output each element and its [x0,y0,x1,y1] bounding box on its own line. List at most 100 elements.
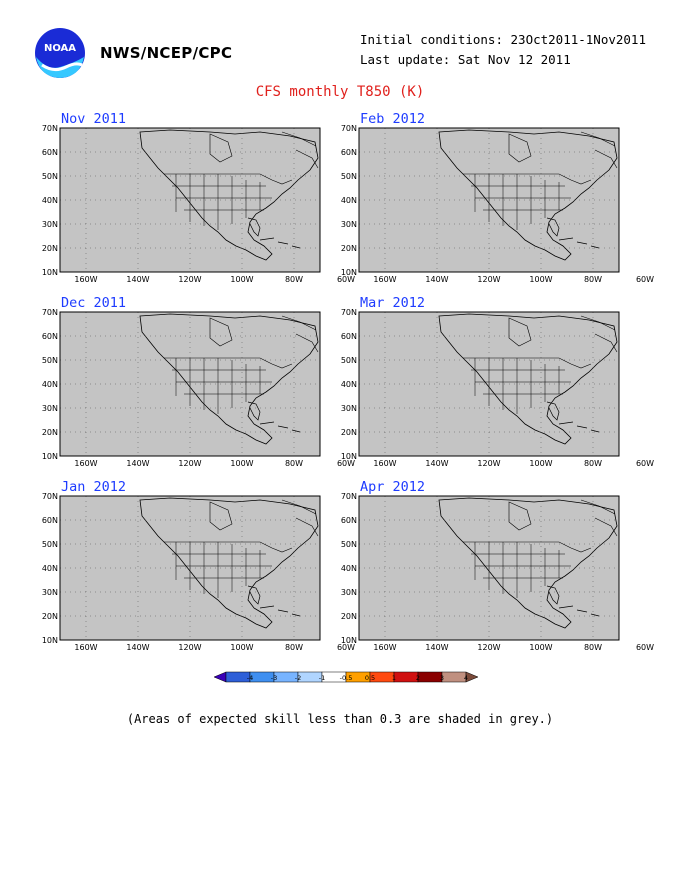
lat-label: 10N [42,452,58,461]
lat-label: 50N [341,540,357,549]
lon-label: 140W [126,275,149,284]
logo-text: NOAA [44,43,76,54]
panel-title-nov-2011: Nov 2011 [61,111,127,127]
lat-label: 10N [341,636,357,645]
lon-label: 140W [425,275,448,284]
lon-label: 100W [529,459,552,468]
lon-label: 80W [285,643,303,652]
colorbar-swatch [441,671,467,683]
lat-label: 50N [341,356,357,365]
lon-label: 80W [584,275,602,284]
lat-label: 20N [42,428,58,437]
colorbar-label: 4 [464,674,468,682]
lat-label: 70N [341,492,357,501]
map-apr-2012 [358,495,620,641]
initial-conditions: Initial conditions: 23Oct2011-1Nov2011 [360,32,646,47]
lat-label: 40N [341,196,357,205]
lon-label: 100W [529,275,552,284]
lat-label: 30N [341,588,357,597]
lon-label: 120W [477,275,500,284]
last-update: Last update: Sat Nov 12 2011 [360,52,571,67]
lon-label: 100W [230,275,253,284]
colorbar-arrow-low [213,671,227,683]
lon-label: 80W [285,459,303,468]
lat-label: 60N [341,332,357,341]
lon-label: 160W [373,275,396,284]
lat-label: 40N [42,196,58,205]
lon-label: 140W [425,459,448,468]
panel-title-mar-2012: Mar 2012 [360,295,426,311]
colorbar-swatch [417,671,443,683]
lat-label: 10N [42,636,58,645]
lon-label: 160W [373,459,396,468]
lon-label: 100W [230,643,253,652]
lon-label: 120W [178,643,201,652]
lon-label: 60W [337,275,355,284]
lat-label: 10N [341,452,357,461]
lon-label: 140W [425,643,448,652]
map-mar-2012 [358,311,620,457]
lon-label: 60W [636,275,654,284]
map-jan-2012 [59,495,321,641]
lat-label: 60N [341,148,357,157]
lat-label: 70N [42,124,58,133]
lat-label: 30N [341,220,357,229]
lat-label: 70N [42,492,58,501]
colorbar: -4 -3 -2 -1 -0.5 0.5 1 2 3 4 [213,671,479,683]
lat-label: 40N [42,564,58,573]
lon-label: 140W [126,459,149,468]
lat-label: 60N [42,332,58,341]
lat-label: 60N [42,516,58,525]
lon-label: 160W [74,275,97,284]
lat-label: 70N [341,124,357,133]
lat-label: 60N [42,148,58,157]
lon-label: 80W [584,459,602,468]
lat-label: 50N [42,172,58,181]
lat-label: 30N [341,404,357,413]
lon-label: 120W [477,643,500,652]
lat-label: 50N [341,172,357,181]
colorbar-label: -0.5 [340,674,353,682]
colorbar-label: 2 [416,674,420,682]
lon-label: 80W [584,643,602,652]
frame-mar-2012 [358,311,620,457]
panel-title-feb-2012: Feb 2012 [360,111,426,127]
map-nov-2011 [59,127,321,273]
lon-label: 120W [178,459,201,468]
footnote: (Areas of expected skill less than 0.3 a… [126,712,554,726]
lat-label: 40N [42,380,58,389]
frame-jan-2012 [59,495,321,641]
colorbar-label: 1 [392,674,396,682]
lat-label: 20N [42,612,58,621]
lon-label: 100W [230,459,253,468]
lon-label: 160W [74,459,97,468]
colorbar-label: 0.5 [365,674,375,682]
lon-label: 160W [74,643,97,652]
colorbar-swatch [393,671,419,683]
lat-label: 70N [42,308,58,317]
panel-title-apr-2012: Apr 2012 [360,479,426,495]
lat-label: 60N [341,516,357,525]
colorbar-label: -4 [247,674,253,682]
panel-title-dec-2011: Dec 2011 [61,295,127,311]
colorbar-label: -2 [295,674,301,682]
map-dec-2011 [59,311,321,457]
lat-label: 20N [341,244,357,253]
lat-label: 30N [42,588,58,597]
lon-label: 60W [337,643,355,652]
lon-label: 140W [126,643,149,652]
lat-label: 40N [341,564,357,573]
lat-label: 20N [42,244,58,253]
agency-name: NWS/NCEP/CPC [100,44,233,62]
colorbar-label: -1 [319,674,325,682]
frame-nov-2011 [59,127,321,273]
colorbar-label: -3 [271,674,277,682]
lon-label: 160W [373,643,396,652]
lon-label: 80W [285,275,303,284]
lat-label: 30N [42,220,58,229]
lon-label: 60W [337,459,355,468]
noaa-logo: NOAA [34,27,86,79]
frame-feb-2012 [358,127,620,273]
lat-label: 20N [341,428,357,437]
